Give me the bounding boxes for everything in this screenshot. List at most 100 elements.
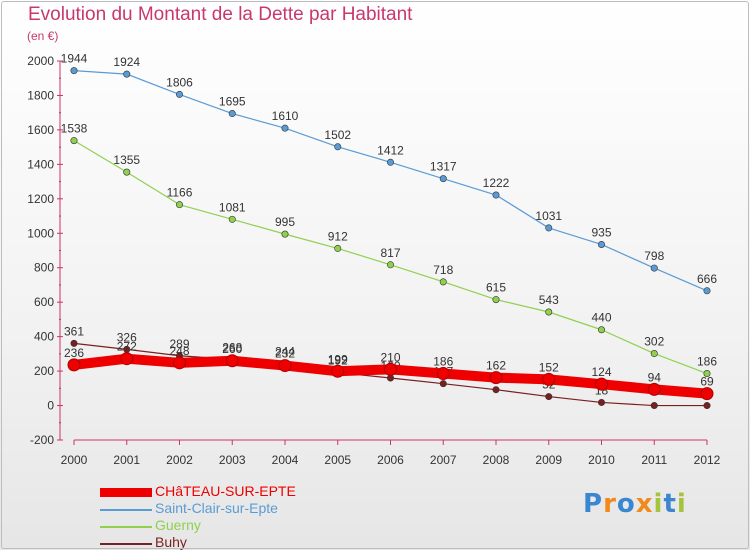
data-point — [123, 168, 131, 176]
data-point — [545, 224, 553, 232]
data-point — [334, 143, 342, 151]
data-label: 718 — [433, 263, 453, 277]
data-label: 1412 — [377, 143, 404, 157]
legend-item: Saint-Clair-sur-Epte — [100, 500, 340, 518]
y-tick-label: -200 — [30, 433, 54, 447]
data-point — [281, 230, 289, 238]
data-point — [176, 201, 184, 209]
data-label: 236 — [64, 346, 84, 360]
y-tick-label: 400 — [34, 330, 54, 344]
chart-title: Evolution du Montant de la Dette par Hab… — [28, 4, 413, 25]
x-tick-label: 2007 — [430, 453, 457, 467]
data-point — [703, 370, 711, 378]
data-point — [173, 356, 186, 370]
proxiti-logo: Proxiti — [583, 489, 687, 519]
data-label: 1081 — [219, 200, 246, 214]
data-label: 440 — [591, 311, 611, 325]
data-label: 210 — [380, 350, 400, 364]
data-label: 69 — [700, 375, 714, 389]
data-label: 186 — [697, 355, 717, 369]
data-label: 1166 — [167, 186, 193, 200]
data-point — [386, 158, 394, 166]
data-point — [436, 367, 450, 381]
data-label: 1610 — [272, 109, 299, 123]
data-point — [384, 362, 397, 376]
data-label: 268 — [222, 340, 242, 354]
data-point — [597, 240, 605, 248]
data-point — [650, 350, 658, 358]
data-point — [70, 339, 78, 347]
data-point — [386, 261, 394, 269]
data-point — [123, 70, 131, 78]
data-point — [176, 90, 184, 98]
data-label: 1031 — [535, 209, 562, 223]
data-point — [439, 278, 447, 286]
x-tick-label: 2001 — [113, 453, 140, 467]
data-label: 817 — [380, 246, 400, 260]
data-point — [703, 287, 711, 295]
data-label: 798 — [644, 249, 664, 263]
legend: CHâTEAU-SUR-EPTE Saint-Clair-sur-Epte Guer… — [100, 483, 340, 552]
x-tick-label: 2010 — [588, 453, 615, 467]
x-tick-label: 2000 — [61, 453, 88, 467]
logo-letter: t — [663, 489, 677, 519]
data-point — [278, 359, 292, 373]
data-label: 361 — [64, 324, 84, 338]
data-label: 289 — [169, 337, 189, 351]
data-label: 248 — [169, 344, 189, 358]
logo-letter: i — [653, 489, 664, 519]
x-tick-label: 2002 — [166, 453, 193, 467]
logo-letter: r — [603, 489, 617, 519]
data-point — [439, 380, 447, 388]
legend-label: Buhy — [155, 534, 187, 550]
data-label: 1944 — [61, 52, 88, 66]
data-label: 912 — [328, 229, 348, 243]
data-point — [67, 358, 81, 372]
data-point — [492, 296, 500, 304]
series-saint-clair-sur-epte: 1944 1924 1806 1695 1610 1502 1412 1317 1222 1031… — [61, 52, 717, 295]
data-label: 1317 — [430, 160, 457, 174]
data-label: 260 — [222, 342, 242, 356]
y-tick-label: 1800 — [27, 88, 54, 102]
logo-letter: x — [635, 489, 654, 519]
data-label: 192 — [328, 353, 348, 367]
data-label: 1695 — [219, 95, 246, 109]
data-point — [70, 137, 78, 145]
data-label: 94 — [648, 370, 662, 384]
legend-item: Guerny — [100, 517, 340, 535]
legend-label: Saint-Clair-sur-Epte — [155, 500, 278, 516]
legend-swatch — [100, 509, 152, 511]
data-label: 302 — [644, 335, 664, 349]
legend-item: Buhy — [100, 534, 340, 552]
data-label: 1355 — [113, 153, 140, 167]
y-tick-label: 2000 — [27, 54, 54, 68]
data-label: 326 — [117, 330, 137, 344]
data-point — [281, 124, 289, 132]
data-label: 543 — [539, 293, 559, 307]
unit-label: (en €) — [27, 29, 59, 43]
logo-letter: i — [676, 489, 687, 519]
x-tick-label: 2009 — [535, 453, 562, 467]
data-point — [489, 371, 503, 385]
data-label: 935 — [591, 225, 611, 239]
data-point — [595, 377, 608, 391]
data-point — [647, 382, 661, 396]
data-label: 615 — [486, 281, 506, 295]
data-label: 199 — [328, 352, 348, 366]
data-label: 1538 — [61, 122, 88, 136]
data-label: 1502 — [324, 128, 351, 142]
logo-letter: o — [616, 489, 636, 519]
data-label: 1806 — [166, 75, 193, 89]
x-tick-label: 2011 — [641, 453, 667, 467]
data-point — [120, 352, 134, 366]
data-point — [492, 386, 500, 394]
x-tick-label: 2012 — [694, 453, 721, 467]
legend-swatch — [100, 488, 152, 497]
line-chart: -200 0 200 400 600 800 1000 1200 1400 1600 1800 200… — [27, 52, 721, 467]
data-point — [650, 264, 658, 272]
y-tick-label: 0 — [47, 399, 54, 413]
data-point — [597, 326, 605, 334]
data-point — [650, 402, 658, 410]
y-tick-label: 800 — [34, 261, 54, 275]
legend-label: CHâTEAU-SUR-EPTE — [155, 483, 296, 499]
